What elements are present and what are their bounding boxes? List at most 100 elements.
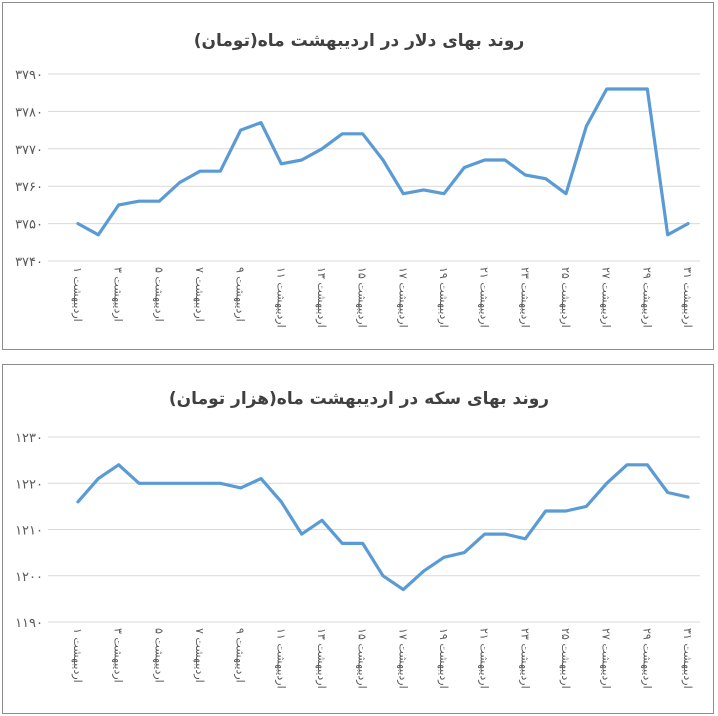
data-point <box>341 542 344 545</box>
data-point <box>686 222 690 225</box>
data-point <box>320 147 324 150</box>
data-point <box>341 132 344 136</box>
x-tick-label: ۲۵ اردیبهشت <box>559 628 572 689</box>
data-point <box>198 170 202 173</box>
data-point <box>402 192 405 195</box>
data-point <box>666 233 669 237</box>
data-point <box>625 463 629 466</box>
x-tick-label: ۹ اردیبهشت <box>234 267 247 322</box>
data-point <box>198 482 202 485</box>
data-point <box>483 532 486 536</box>
x-tick-label: ۲۹ اردیبهشت <box>640 267 653 328</box>
x-tick-label: ۱۹ اردیبهشت <box>437 628 450 689</box>
y-tick-label: ۳۷۷۰ <box>15 143 43 158</box>
chart-title: روند بهای سکه در اردیبهشت ماه(هزار تومان… <box>169 389 549 409</box>
dollar-price-chart: روند بهای دلار در اردیبهشت ماه(تومان) ۳۷… <box>2 2 714 350</box>
x-tick-label: ۷ اردیبهشت <box>193 628 206 683</box>
coin-price-chart: روند بهای سکه در اردیبهشت ماه(هزار تومان… <box>2 364 714 714</box>
y-tick-label: ۳۷۹۰ <box>15 68 43 83</box>
y-tick-label: ۳۷۵۰ <box>15 218 43 233</box>
y-tick-label: ۳۷۴۰ <box>15 255 43 270</box>
data-point <box>219 170 222 173</box>
x-tick-label: ۵ اردیبهشت <box>152 267 165 322</box>
data-point <box>178 482 181 485</box>
x-tick-label: ۱ اردیبهشت <box>71 628 84 683</box>
data-point <box>259 121 263 124</box>
x-tick-label: ۱۱ اردیبهشت <box>274 267 287 328</box>
data-point <box>442 192 446 195</box>
series-line <box>76 87 690 237</box>
x-tick-label: ۲۱ اردیبهشت <box>478 267 491 328</box>
data-point <box>463 166 466 169</box>
x-tick-label: ۱۷ اردیبهشت <box>396 267 409 328</box>
y-tick-label: ۱۲۰۰ <box>15 570 43 585</box>
data-point <box>585 505 588 508</box>
data-point <box>463 551 466 554</box>
data-point <box>361 132 364 136</box>
x-tick-label: ۲۳ اردیبهشت <box>518 628 531 689</box>
data-point <box>158 482 161 485</box>
data-point <box>280 162 283 165</box>
x-tick-label: ۱۳ اردیبهشت <box>315 267 328 328</box>
data-point <box>625 87 629 91</box>
data-point <box>300 158 303 162</box>
x-tick-label: ۱ اردیبهشت <box>71 267 84 322</box>
data-point <box>402 588 405 591</box>
x-tick-label: ۱۷ اردیبهشت <box>396 628 409 689</box>
x-tick-label: ۱۱ اردیبهشت <box>274 628 287 689</box>
data-point <box>239 486 242 490</box>
data-point <box>422 188 425 192</box>
x-tick-label: ۲۳ اردیبهشت <box>518 267 531 328</box>
data-point <box>483 158 486 162</box>
data-point <box>524 537 527 540</box>
data-point <box>544 177 547 180</box>
data-point <box>666 491 669 494</box>
x-tick-label: ۱۹ اردیبهشت <box>437 267 450 328</box>
x-tick-label: ۵ اردیبهشت <box>152 628 165 683</box>
data-point <box>259 477 263 480</box>
data-point <box>97 477 100 480</box>
x-tick-label: ۳۱ اردیبهشت <box>681 267 694 328</box>
x-tick-label: ۳ اردیبهشت <box>112 628 125 683</box>
data-point <box>219 482 222 485</box>
data-point <box>137 199 141 203</box>
y-tick-label: ۳۷۶۰ <box>15 180 43 195</box>
y-tick-label: ۱۱۹۰ <box>15 616 43 631</box>
data-point <box>178 181 181 184</box>
data-point <box>300 532 303 536</box>
data-point <box>605 87 608 91</box>
y-tick-label: ۱۲۲۰ <box>15 477 43 492</box>
data-point <box>605 482 608 485</box>
coin-chart-svg: روند بهای سکه در اردیبهشت ماه(هزار تومان… <box>15 389 700 689</box>
data-point <box>564 192 568 195</box>
x-tick-label: ۲۷ اردیبهشت <box>600 267 613 328</box>
data-point <box>686 495 690 499</box>
data-point <box>76 500 80 503</box>
y-tick-label: ۳۷۸۰ <box>15 105 43 120</box>
data-point <box>381 574 385 577</box>
data-point <box>158 199 161 203</box>
x-tick-label: ۲۱ اردیبهشت <box>478 628 491 689</box>
data-point <box>137 482 141 485</box>
data-point <box>280 500 283 503</box>
data-point <box>239 128 242 132</box>
data-point <box>381 158 385 162</box>
x-tick-label: ۳۱ اردیبهشت <box>681 628 694 689</box>
x-tick-label: ۱۵ اردیبهشت <box>356 628 369 689</box>
x-tick-label: ۳ اردیبهشت <box>112 267 125 322</box>
x-tick-label: ۷ اردیبهشت <box>193 267 206 322</box>
data-point <box>442 556 446 559</box>
data-point <box>646 463 649 466</box>
x-tick-label: ۲۷ اردیبهشت <box>600 628 613 689</box>
y-tick-label: ۱۲۳۰ <box>15 431 43 446</box>
data-point <box>503 532 507 536</box>
y-tick-label: ۱۲۱۰ <box>15 524 43 539</box>
data-point <box>524 173 527 177</box>
x-tick-label: ۱۳ اردیبهشت <box>315 628 328 689</box>
dollar-chart-svg: روند بهای دلار در اردیبهشت ماه(تومان) ۳۷… <box>15 31 700 328</box>
data-point <box>585 125 588 128</box>
data-point <box>97 233 100 237</box>
data-point <box>564 509 568 513</box>
x-tick-label: ۹ اردیبهشت <box>234 628 247 683</box>
data-point <box>117 203 120 207</box>
